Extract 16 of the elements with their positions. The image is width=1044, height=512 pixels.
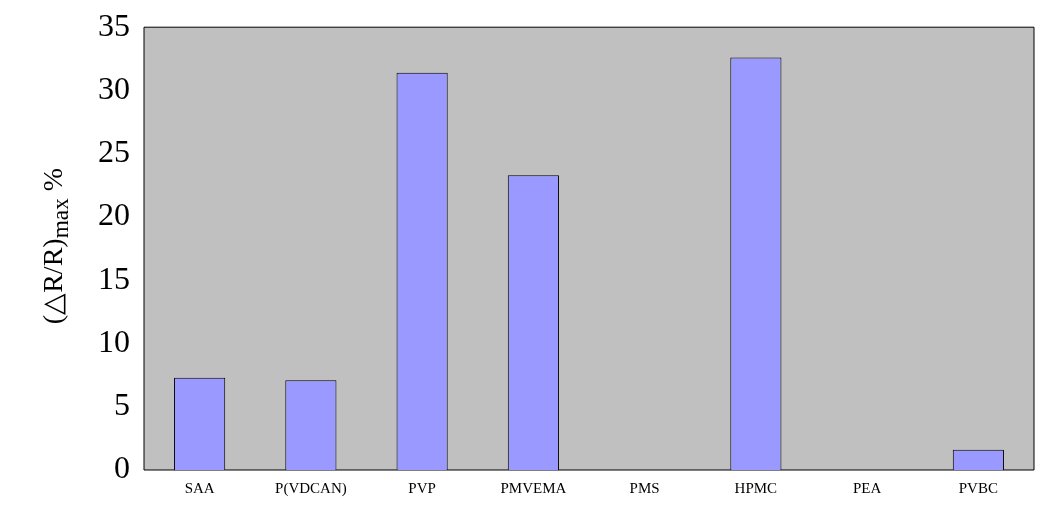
y-tick-label: 10 [98,322,130,359]
x-tick-label: HPMC [734,479,778,496]
y-tick-label: 35 [98,6,130,43]
x-tick-label: SAA [184,479,215,496]
y-tick-label: 25 [98,133,130,170]
x-tick-label: PMVEMA [500,479,567,496]
x-tick-label: PEA [852,479,882,496]
x-tick-label: P(VDCAN) [275,479,347,497]
x-tick-label: PMS [629,479,660,496]
x-tick-label: PVP [408,479,436,496]
x-tick-label: PVBC [958,479,998,496]
y-tick-label: 20 [98,196,130,233]
y-tick-label: 5 [114,386,130,423]
y-tick-label: 15 [98,259,130,296]
y-tick-label: 0 [114,449,130,486]
y-tick-label: 30 [98,69,130,106]
